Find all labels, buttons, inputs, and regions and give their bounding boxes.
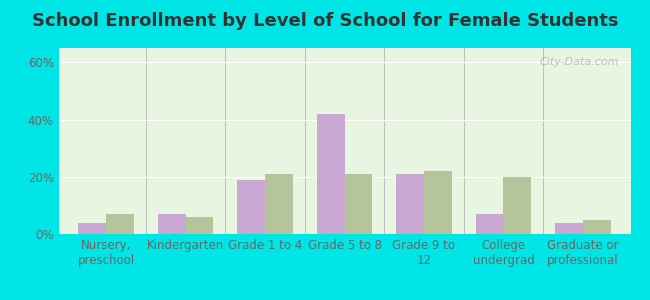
Bar	[396, 174, 424, 234]
Bar	[158, 214, 186, 234]
Bar	[424, 171, 452, 234]
Bar	[555, 223, 583, 234]
Bar	[583, 220, 610, 234]
Bar	[344, 174, 372, 234]
Bar	[265, 174, 293, 234]
Bar	[186, 217, 213, 234]
Bar	[476, 214, 503, 234]
Bar	[106, 214, 134, 234]
Text: City-Data.com: City-Data.com	[540, 57, 619, 67]
Bar	[79, 223, 106, 234]
Bar	[503, 177, 531, 234]
Text: School Enrollment by Level of School for Female Students: School Enrollment by Level of School for…	[32, 12, 618, 30]
Bar	[317, 114, 345, 234]
Bar	[237, 180, 265, 234]
